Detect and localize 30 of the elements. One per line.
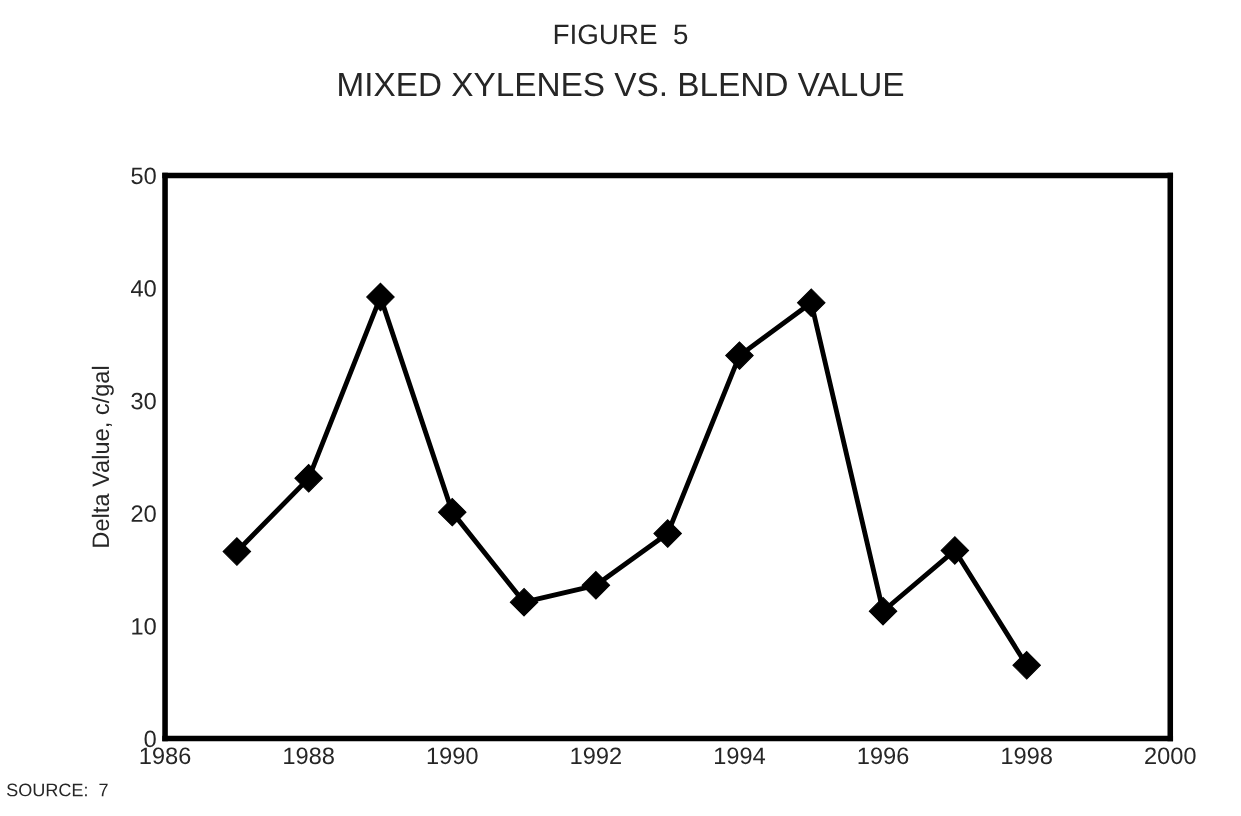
y-tick-label: 50 (131, 167, 156, 185)
y-tick-label: 0 (144, 730, 156, 748)
point (653, 519, 682, 548)
point (940, 536, 970, 565)
x-tick-label: 1998 (1002, 747, 1052, 765)
y-tick-label: 10 (132, 617, 156, 635)
point (725, 341, 754, 370)
y-axis-title: Delta Value, c/gal (91, 366, 114, 547)
y-tick-label: 20 (131, 505, 156, 523)
y-tick-label: 30 (131, 392, 156, 410)
point (366, 282, 395, 312)
point (581, 571, 611, 600)
x-tick-label: 1992 (571, 747, 621, 765)
point (1012, 651, 1041, 680)
point (294, 464, 323, 493)
point (796, 288, 826, 317)
point (868, 596, 898, 626)
source-note: SOURCE: 7 (7, 783, 108, 797)
x-tick-label: 1994 (715, 747, 766, 765)
x-tick-label: 1986 (140, 747, 191, 765)
x-tick-label: 1990 (427, 747, 478, 765)
point (437, 497, 467, 527)
point (509, 587, 539, 617)
chart-subtitle: MIXED XYLENES VS. BLEND VALUE (339, 72, 904, 97)
x-tick-label: 2000 (1145, 747, 1196, 765)
chart-title: FIGURE 5 (554, 24, 688, 45)
x-tick-label: 1988 (284, 747, 334, 765)
y-tick-label: 40 (131, 280, 156, 297)
point (222, 537, 252, 566)
x-tick-label: 1996 (858, 747, 909, 765)
